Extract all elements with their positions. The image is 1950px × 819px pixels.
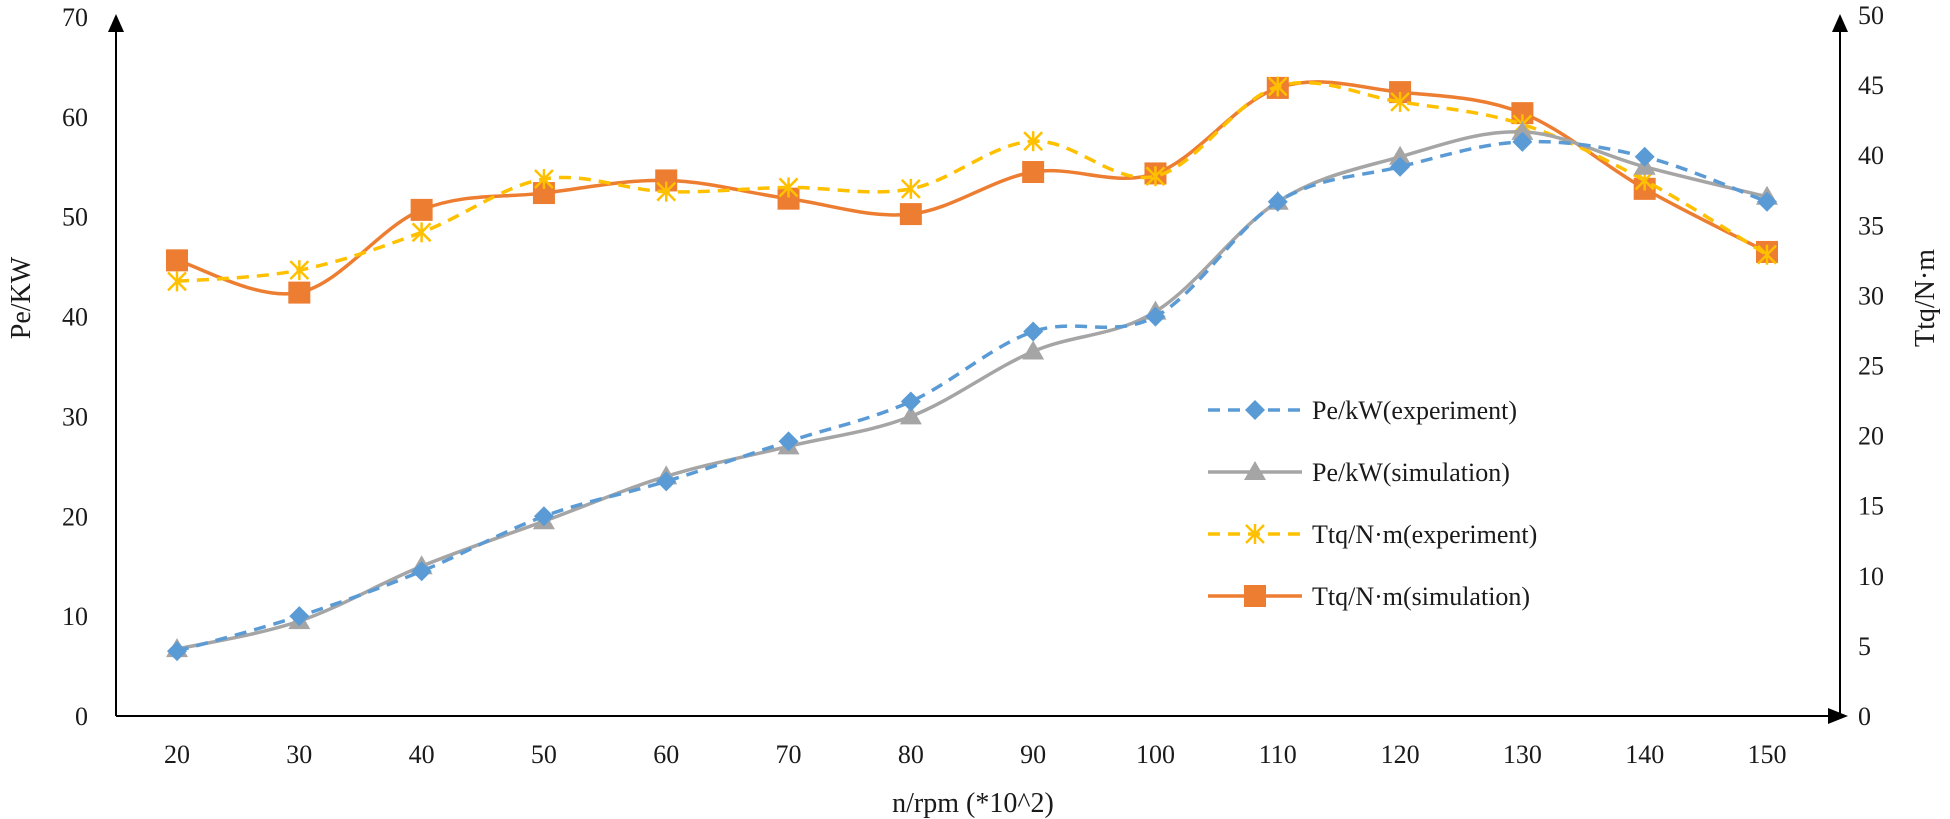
legend-swatch-marker (1244, 461, 1266, 480)
data-point-ttq-n-m-experiment (656, 181, 677, 202)
series-line-pe-kw-experiment (176, 139, 1768, 653)
data-point-ttq-n-m-experiment (1757, 244, 1777, 265)
x-tick-label: 30 (286, 740, 312, 769)
data-point-pe-kw-experiment (1512, 131, 1533, 152)
data-point-ttq-n-m-experiment (1390, 91, 1410, 112)
x-tick-label: 100 (1136, 740, 1175, 769)
data-point-ttq-n-m-simulation (1022, 161, 1045, 184)
y-right-tick-label: 40 (1858, 141, 1884, 170)
data-point-pe-kw-simulation (1389, 145, 1412, 165)
data-point-ttq-n-m-experiment (778, 177, 799, 198)
data-point-ttq-n-m-simulation (166, 249, 188, 272)
y-left-tick-label: 20 (62, 502, 88, 531)
series-ttq-n-m-simulation (166, 76, 1778, 304)
data-point-pe-kw-experiment (778, 431, 799, 452)
data-point-pe-kw-experiment (1390, 156, 1411, 177)
series-line-ttq-n-m-experiment (176, 80, 1768, 284)
y-left-tick-label: 70 (62, 3, 88, 32)
x-tick-label: 70 (776, 740, 802, 769)
data-point-pe-kw-experiment (656, 471, 677, 492)
legend-item-ttq-n-m-simulation: Ttq/N·m(simulation) (1208, 582, 1530, 611)
y-right-tick-label: 20 (1858, 422, 1884, 451)
y-left-tick-label: 30 (62, 402, 88, 431)
data-point-ttq-n-m-simulation (288, 281, 311, 304)
legend-swatch-marker (1245, 524, 1265, 544)
y-right-tick-label: 10 (1858, 562, 1884, 591)
data-point-ttq-n-m-simulation (410, 198, 433, 221)
legend-swatch-marker (1244, 585, 1266, 607)
legend-label: Pe/kW(experiment) (1312, 396, 1517, 425)
y-right-tick-label: 35 (1858, 211, 1884, 240)
legend-label: Pe/kW(simulation) (1312, 458, 1510, 487)
y-right-tick-label: 25 (1858, 352, 1884, 381)
data-point-ttq-n-m-experiment (534, 169, 554, 190)
x-tick-label: 60 (653, 740, 679, 769)
y-axis-left-arrow (108, 14, 124, 32)
series-line-pe-kw-simulation (176, 129, 1768, 651)
y-left-tick-label: 50 (62, 203, 88, 232)
x-tick-label: 90 (1020, 740, 1046, 769)
y-right-tick-label: 15 (1858, 492, 1884, 521)
x-tick-label: 50 (531, 740, 557, 769)
data-point-pe-kw-experiment (1145, 306, 1166, 327)
x-axis-arrow (1828, 708, 1848, 724)
series-ttq-n-m-experiment (167, 76, 1777, 292)
legend-label: Ttq/N·m(simulation) (1312, 582, 1530, 611)
data-point-ttq-n-m-experiment (411, 222, 432, 243)
legend-item-ttq-n-m-experiment: Ttq/N·m(experiment) (1208, 520, 1537, 549)
data-point-pe-kw-experiment (1634, 146, 1655, 167)
y-right-tick-label: 45 (1858, 71, 1884, 100)
legend-swatch-marker (1245, 400, 1265, 420)
series-pe-kw-experiment (167, 131, 1777, 662)
data-point-ttq-n-m-experiment (900, 178, 921, 199)
legend-item-pe-kw-experiment: Pe/kW(experiment) (1208, 396, 1517, 425)
data-point-pe-kw-experiment (411, 561, 432, 582)
data-point-pe-kw-experiment (289, 606, 310, 627)
y-right-tick-label: 50 (1858, 1, 1884, 30)
y-axis-right-arrow (1832, 14, 1848, 32)
data-point-ttq-n-m-experiment (289, 260, 310, 281)
data-point-pe-kw-experiment (533, 506, 554, 527)
data-point-ttq-n-m-experiment (1267, 76, 1288, 97)
x-axis-title: n/rpm (*10^2) (892, 788, 1054, 819)
data-point-pe-kw-simulation (1022, 340, 1045, 360)
y-left-tick-label: 40 (62, 303, 88, 332)
x-tick-label: 110 (1259, 740, 1297, 769)
y-right-tick-label: 0 (1858, 702, 1871, 731)
x-tick-label: 20 (164, 740, 190, 769)
x-tick-label: 130 (1503, 740, 1542, 769)
x-tick-label: 80 (898, 740, 924, 769)
y-right-tick-label: 5 (1858, 632, 1871, 661)
data-point-ttq-n-m-experiment (1023, 131, 1044, 152)
data-point-pe-kw-experiment (167, 641, 187, 662)
legend-item-pe-kw-simulation: Pe/kW(simulation) (1208, 458, 1510, 487)
x-tick-label: 140 (1625, 740, 1664, 769)
data-point-pe-kw-experiment (900, 391, 921, 412)
legend-label: Ttq/N·m(experiment) (1312, 520, 1537, 549)
y-axis-right-title: Ttq/N·m (1910, 249, 1941, 347)
y-left-tick-label: 60 (62, 103, 88, 132)
data-point-ttq-n-m-experiment (167, 271, 187, 292)
x-tick-label: 120 (1381, 740, 1420, 769)
x-tick-label: 150 (1748, 740, 1787, 769)
data-point-pe-kw-experiment (1267, 191, 1288, 212)
data-point-ttq-n-m-simulation (899, 203, 922, 226)
data-point-pe-kw-experiment (1023, 321, 1044, 342)
y-right-tick-label: 30 (1858, 281, 1884, 310)
data-point-pe-kw-experiment (1757, 191, 1777, 212)
data-point-ttq-n-m-experiment (1145, 166, 1166, 187)
y-axis-left-title: Pe/KW (6, 256, 37, 339)
x-tick-label: 40 (409, 740, 435, 769)
data-point-pe-kw-simulation (899, 405, 922, 425)
y-left-tick-label: 10 (62, 602, 88, 631)
y-left-tick-label: 0 (75, 702, 88, 731)
data-point-ttq-n-m-simulation (532, 182, 555, 205)
data-point-pe-kw-simulation (1511, 120, 1534, 140)
